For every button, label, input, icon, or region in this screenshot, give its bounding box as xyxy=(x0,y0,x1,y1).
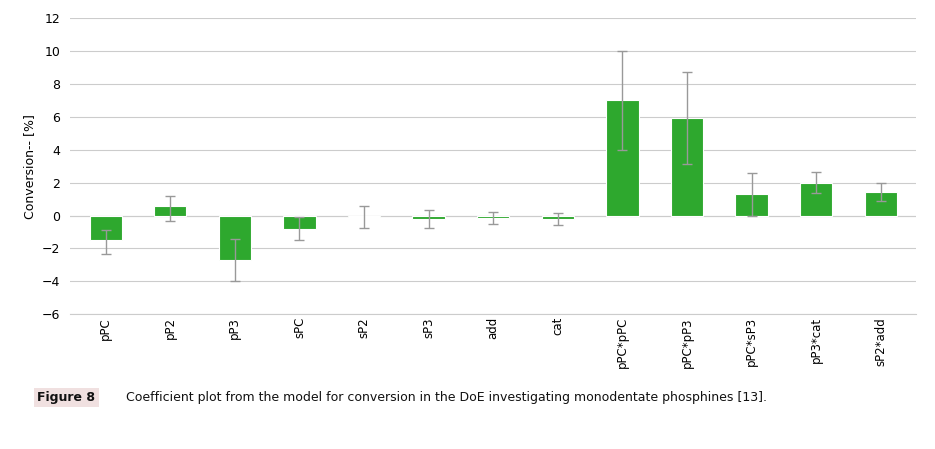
Bar xyxy=(219,216,251,260)
Bar xyxy=(154,207,186,216)
Bar xyxy=(736,194,768,216)
Bar xyxy=(670,119,703,216)
Bar xyxy=(800,183,832,216)
Bar xyxy=(90,216,122,240)
Text: Figure 8: Figure 8 xyxy=(37,391,95,404)
Bar xyxy=(606,100,639,216)
Bar xyxy=(865,192,897,216)
Bar xyxy=(541,216,574,219)
Bar xyxy=(477,216,510,218)
Bar xyxy=(412,216,445,219)
Text: Coefficient plot from the model for conversion in the DoE investigating monodent: Coefficient plot from the model for conv… xyxy=(126,391,768,404)
Bar xyxy=(283,216,316,229)
Y-axis label: Conversion-- [%]: Conversion-- [%] xyxy=(23,114,36,219)
Bar xyxy=(348,216,381,217)
